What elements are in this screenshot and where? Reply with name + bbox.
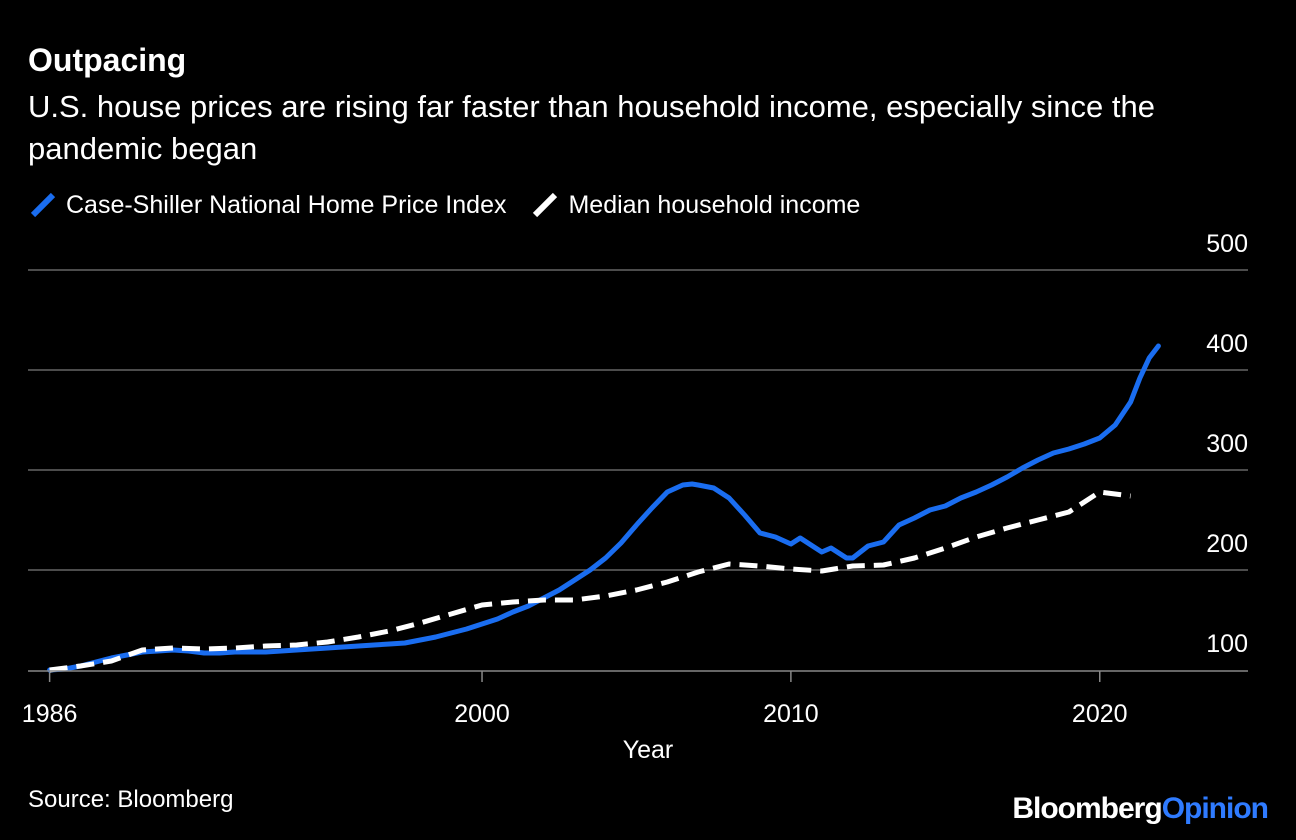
series-line-home-price <box>47 343 1161 673</box>
legend-item-home-price: Case-Shiller National Home Price Index <box>28 190 506 220</box>
series-lines <box>47 343 1161 673</box>
legend: Case-Shiller National Home Price Index M… <box>28 190 884 220</box>
logo-bloomberg-text: Bloomberg <box>1012 792 1162 825</box>
x-tick-labels: 1986 2000 2010 2020 <box>22 671 1128 728</box>
x-axis-title: Year <box>623 736 674 764</box>
y-tick-label-300: 300 <box>1206 430 1248 458</box>
legend-swatch-home-price <box>30 192 56 218</box>
series-line-income <box>49 489 1131 673</box>
x-tick-label-2000: 2000 <box>454 700 510 728</box>
y-tick-label-100: 100 <box>1206 630 1248 658</box>
legend-swatch-income <box>533 192 558 218</box>
y-tick-labels: 100 200 300 400 500 <box>1206 230 1248 658</box>
bloomberg-opinion-logo: BloombergOpinion <box>1012 792 1269 826</box>
grid-lines <box>28 269 1248 571</box>
x-tick-label-1986: 1986 <box>22 700 78 728</box>
y-tick-label-200: 200 <box>1206 530 1248 558</box>
x-tick-label-2010: 2010 <box>763 700 819 728</box>
legend-item-income: Median household income <box>530 190 860 220</box>
chart-title: Outpacing <box>28 42 187 78</box>
source-note: Source: Bloomberg <box>28 786 234 813</box>
legend-label-home-price: Case-Shiller National Home Price Index <box>66 190 507 219</box>
y-tick-label-400: 400 <box>1206 330 1248 358</box>
chart-subtitle: U.S. house prices are rising far faster … <box>28 89 1155 166</box>
x-tick-label-2020: 2020 <box>1072 700 1128 728</box>
legend-label-income: Median household income <box>568 190 861 219</box>
logo-opinion-text: Opinion <box>1161 792 1269 825</box>
y-tick-label-500: 500 <box>1206 230 1248 258</box>
